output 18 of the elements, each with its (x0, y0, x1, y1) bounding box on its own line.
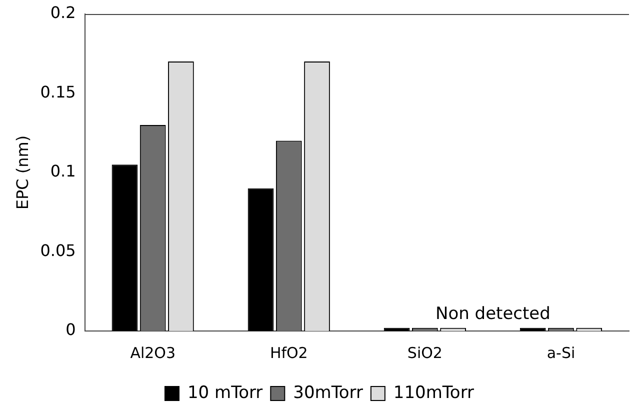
legend-label: 10 mTorr (187, 382, 263, 403)
bar (520, 328, 546, 331)
y-tick-label: 0.1 (50, 162, 76, 181)
y-tick-label: 0 (66, 320, 76, 340)
legend-label: 30mTorr (293, 382, 363, 403)
x-tick-label: a-Si (546, 344, 576, 362)
x-tick-label: Al2O3 (130, 344, 176, 362)
bar (384, 328, 410, 331)
x-tick-label: HfO2 (270, 344, 308, 362)
bar (248, 188, 274, 331)
y-tick-label: 0.2 (50, 3, 76, 22)
y-axis-title: EPC (nm) (12, 135, 32, 210)
bar (112, 164, 138, 331)
y-tick-label: 0.05 (40, 240, 76, 260)
x-tick-label: SiO2 (407, 344, 442, 362)
legend-label: 110mTorr (393, 382, 474, 403)
y-tick-label: 0.15 (40, 82, 76, 102)
annotation: Non detected (435, 304, 550, 324)
